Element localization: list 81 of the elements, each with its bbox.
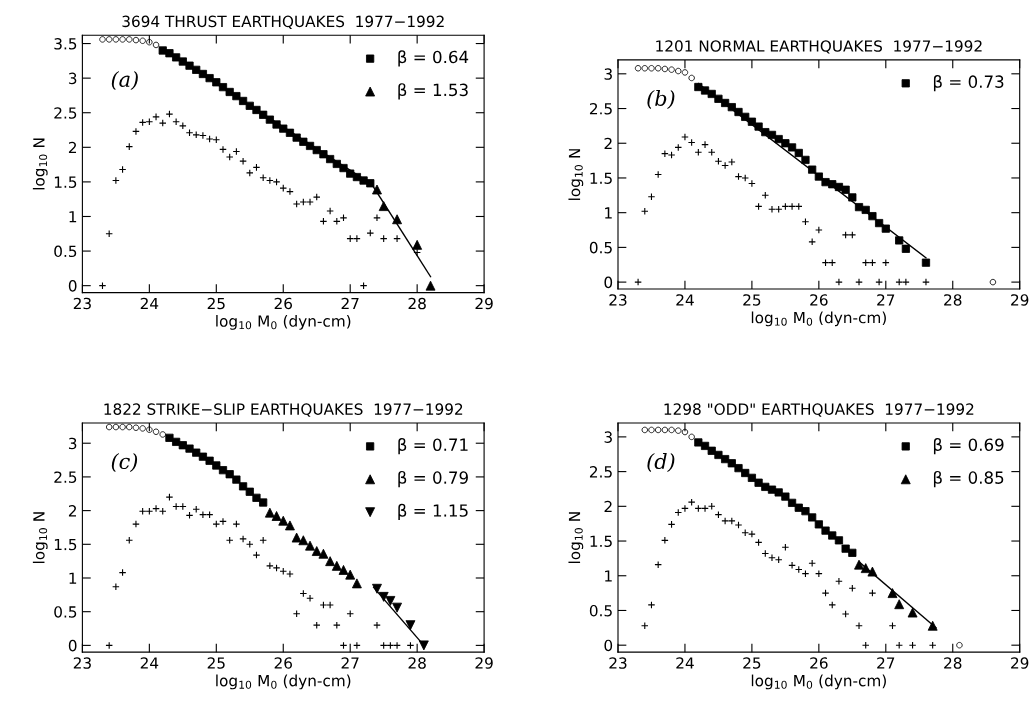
- y-axis-title: log$_{10}$ N: [568, 149, 584, 200]
- x-tick-label: 28: [944, 294, 962, 306]
- x-tick-label: 24: [676, 294, 694, 306]
- x-tick-label: 27: [877, 294, 895, 306]
- x-tick-label: 24: [676, 657, 694, 669]
- y-tick-label: 1: [605, 207, 612, 219]
- legend-label: β = 0.69: [933, 438, 1004, 455]
- y-tick-label: 2.5: [589, 102, 612, 115]
- x-tick-label: 29: [475, 657, 493, 669]
- x-tick-label: 28: [408, 657, 426, 669]
- y-tick-label: 1.5: [54, 538, 77, 551]
- legend-label: β = 0.79: [398, 470, 468, 488]
- x-tick-label: 25: [743, 657, 761, 669]
- x-axis-title: log$_{10}$ M$_{0}$ (dyn-cm): [216, 674, 351, 690]
- chart-title: 1822 STRIKE−SLIP EARTHQUAKES 1977−1992: [104, 403, 463, 417]
- x-tick-label: 29: [1011, 294, 1029, 306]
- y-tick-label: 0.5: [589, 241, 612, 254]
- y-tick-label: 0.5: [589, 604, 612, 617]
- x-tick-label: 29: [475, 297, 493, 310]
- x-tick-label: 27: [341, 657, 359, 669]
- x-tick-label: 23: [609, 294, 627, 306]
- y-tick-label: 2.5: [54, 471, 77, 483]
- y-tick-label: 1.5: [54, 176, 77, 188]
- x-tick-label: 23: [73, 657, 91, 669]
- y-tick-label: 3.5: [54, 38, 77, 50]
- x-tick-label: 26: [810, 657, 828, 669]
- y-tick-label: 0.5: [54, 245, 77, 258]
- annotation: (b): [647, 89, 675, 109]
- x-tick-label: 26: [810, 294, 828, 306]
- x-tick-label: 26: [274, 657, 293, 669]
- legend-label: β = 0.64: [398, 50, 469, 67]
- chart-title: 1298 "ODD" EARTHQUAKES 1977−1992: [664, 403, 974, 417]
- x-tick-label: 27: [877, 657, 895, 669]
- y-tick-label: 2.5: [54, 107, 77, 119]
- y-tick-label: 1.5: [590, 535, 612, 548]
- y-tick-label: 2: [604, 137, 612, 150]
- x-tick-label: 25: [207, 297, 225, 310]
- annotation: (c): [111, 452, 138, 473]
- y-tick-label: 2.5: [589, 466, 612, 478]
- y-tick-label: 2: [68, 505, 77, 517]
- y-axis-title: log$_{10}$ N: [32, 512, 48, 564]
- x-tick-label: 27: [341, 297, 359, 310]
- annotation: (a): [111, 70, 138, 90]
- y-tick-label: 3: [68, 72, 77, 85]
- x-tick-label: 29: [1011, 657, 1029, 669]
- x-tick-label: 23: [73, 297, 91, 310]
- x-axis-title: log$_{10}$ M$_{0}$ (dyn-cm): [751, 311, 886, 327]
- legend-label: β = 0.85: [933, 470, 1004, 488]
- x-tick-label: 24: [140, 297, 159, 310]
- x-tick-label: 25: [207, 657, 225, 669]
- x-tick-label: 28: [408, 297, 426, 310]
- y-tick-label: 0.5: [54, 606, 77, 618]
- x-tick-label: 23: [609, 657, 627, 669]
- legend-label: β = 0.73: [933, 74, 1004, 92]
- legend-label: β = 0.71: [398, 438, 468, 455]
- y-tick-label: 1.5: [590, 172, 612, 184]
- y-tick-label: 0: [604, 276, 613, 289]
- y-tick-label: 2: [604, 500, 612, 513]
- x-axis-title: log$_{10}$ M$_{0}$ (dyn-cm): [751, 674, 886, 690]
- y-tick-label: 1: [69, 572, 77, 584]
- chart-title: 3694 THRUST EARTHQUAKES 1977−1992: [122, 15, 444, 29]
- y-tick-label: 1: [605, 570, 612, 582]
- y-tick-label: 0: [68, 280, 77, 292]
- annotation: (d): [647, 452, 675, 473]
- y-tick-label: 1: [69, 211, 77, 223]
- x-tick-label: 26: [274, 297, 293, 310]
- y-tick-label: 0: [68, 639, 77, 652]
- y-axis-title: log$_{10}$ N: [568, 512, 584, 564]
- y-tick-label: 2: [68, 141, 77, 154]
- legend-label: β = 1.15: [398, 503, 468, 521]
- legend-label: β = 1.53: [398, 83, 468, 100]
- x-axis-title: log$_{10}$ M$_{0}$ (dyn-cm): [216, 315, 351, 330]
- x-tick-label: 25: [743, 294, 761, 306]
- x-tick-label: 28: [944, 657, 962, 669]
- y-tick-label: 3: [604, 68, 612, 80]
- y-tick-label: 3: [604, 431, 612, 443]
- y-axis-title: log$_{10}$ N: [32, 138, 48, 190]
- y-tick-label: 0: [604, 639, 613, 652]
- x-tick-label: 24: [140, 657, 159, 669]
- y-tick-label: 3: [68, 437, 77, 450]
- chart-title: 1201 NORMAL EARTHQUAKES 1977−1992: [656, 40, 982, 54]
